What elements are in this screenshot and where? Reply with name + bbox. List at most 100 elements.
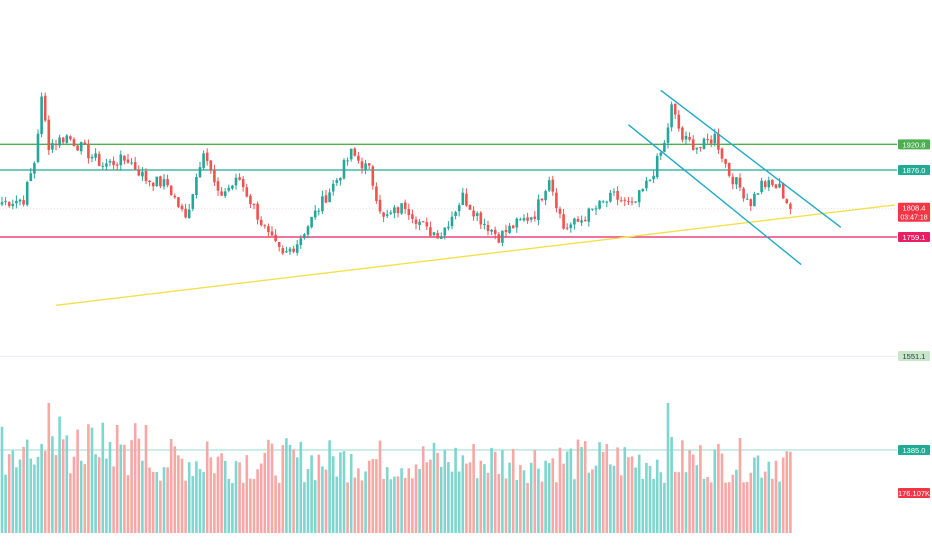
candle-body	[781, 183, 785, 199]
volume-bar	[619, 475, 623, 533]
volume-bar	[742, 482, 745, 533]
candle-body	[25, 182, 29, 205]
volume-bar	[623, 447, 627, 533]
candle-body	[475, 213, 479, 216]
volume-bar	[223, 460, 227, 533]
candle-body	[148, 180, 151, 183]
volume-bar	[547, 463, 551, 533]
candle-body	[317, 210, 321, 212]
volume-bar	[598, 442, 601, 533]
volume-bar	[504, 478, 508, 533]
candle-body	[760, 180, 763, 193]
volume-bar	[159, 480, 162, 533]
volume-bar	[367, 460, 371, 533]
candle-body	[461, 192, 465, 205]
candle-body	[684, 135, 688, 140]
volume-bar	[234, 461, 238, 533]
candle-body	[508, 225, 511, 233]
price-label-1759: 1759.1	[903, 233, 926, 242]
volume-bar	[486, 472, 490, 533]
volume-bar	[61, 439, 65, 533]
candle-body	[18, 199, 22, 202]
volume-bar	[58, 416, 61, 533]
volume-bar	[328, 440, 331, 533]
candle-body	[47, 119, 51, 151]
candle-body	[234, 177, 238, 186]
price-label-1920: 1920.8	[903, 140, 926, 149]
candle-body	[663, 142, 666, 152]
support-trendline[interactable]	[55, 204, 895, 306]
candle-body	[137, 169, 141, 176]
candle-body	[7, 201, 11, 206]
candle-body	[180, 205, 184, 210]
volume-bar	[108, 442, 112, 533]
volume-bar	[353, 477, 357, 533]
candle-body	[97, 153, 101, 166]
candle-body	[249, 195, 252, 204]
volume-bar	[684, 472, 688, 533]
volume-bar	[511, 448, 515, 533]
candle-body	[501, 230, 504, 243]
channel-upper-line[interactable]	[660, 89, 842, 228]
candle-body	[439, 236, 443, 239]
candle-body	[198, 167, 202, 178]
candle-body	[670, 104, 673, 128]
candle-body	[130, 162, 133, 164]
volume-bar	[695, 465, 699, 533]
candle-body	[695, 147, 699, 150]
price-label-1876: 1876.0	[903, 166, 926, 175]
volume-bar	[681, 440, 684, 533]
candle-body	[573, 218, 576, 225]
volume-bar	[184, 480, 187, 533]
volume-bar	[439, 466, 443, 533]
volume-bar	[177, 455, 180, 533]
candle-body	[324, 195, 328, 203]
volume-bar	[501, 450, 504, 533]
volume-bar	[310, 455, 313, 533]
candle-body	[382, 212, 385, 217]
candle-body	[717, 133, 720, 150]
price-label-1759-bg	[898, 232, 930, 242]
volume-bar	[241, 482, 245, 533]
volume-bar	[205, 441, 209, 533]
candle-body	[285, 251, 288, 253]
volume-bar	[573, 479, 576, 533]
candle-body	[425, 222, 429, 227]
candle-body	[267, 226, 270, 232]
candle-body	[400, 203, 403, 214]
volume-bar	[630, 456, 634, 533]
volume-bar	[339, 452, 342, 533]
candle-body	[256, 203, 259, 220]
candle-body	[101, 165, 105, 167]
volume-bar	[191, 475, 195, 533]
candle-body	[396, 207, 400, 214]
volume-bar	[270, 443, 274, 533]
candle-body	[479, 212, 483, 225]
candle-body	[421, 221, 425, 223]
candle-body	[69, 136, 72, 140]
candle-body	[414, 219, 418, 224]
candle-body	[785, 199, 789, 204]
volume-bar	[724, 482, 727, 533]
volume-bar	[285, 438, 288, 533]
volume-bar	[515, 479, 519, 533]
volume-bar	[544, 460, 547, 533]
volume-bar	[144, 425, 148, 533]
candle-body	[623, 199, 627, 201]
volume-bar	[11, 450, 15, 533]
volume-bar	[472, 444, 475, 533]
volume-bar	[112, 466, 115, 533]
channel-lower-line[interactable]	[627, 124, 802, 266]
candle-body	[436, 233, 439, 239]
volume-bar	[465, 463, 468, 533]
candle-body	[544, 191, 547, 201]
candle-body	[551, 179, 555, 192]
candle-body	[774, 184, 778, 189]
candle-body	[162, 179, 166, 187]
volume-bar	[303, 482, 306, 533]
volume-bar	[414, 464, 418, 533]
candle-body	[123, 155, 126, 161]
candle-body	[526, 217, 529, 221]
candle-body	[72, 139, 76, 146]
